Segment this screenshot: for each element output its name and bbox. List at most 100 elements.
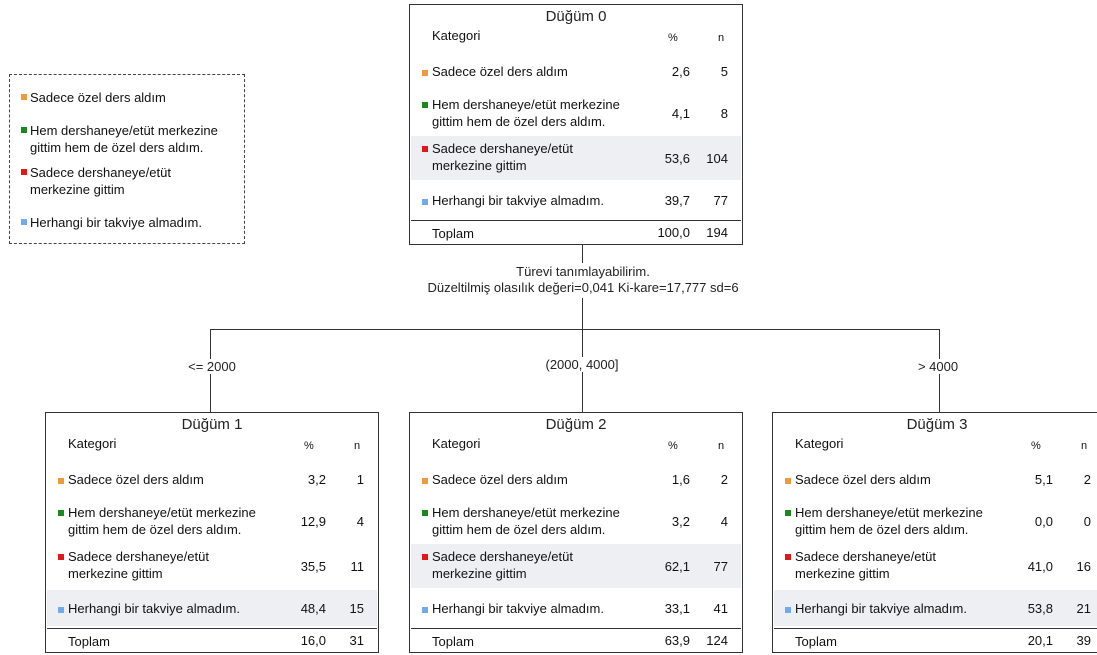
category-percent: 35,5 bbox=[300, 559, 326, 574]
node-2: Düğüm 2 Kategori% n Sadece özel ders aldım 1… bbox=[409, 412, 743, 653]
category-count: 104 bbox=[706, 151, 728, 166]
category-label-line1: Sadece özel ders aldım bbox=[432, 64, 568, 79]
orange-square-icon bbox=[21, 94, 27, 100]
column-header-n: n bbox=[354, 440, 361, 452]
split-predictor: Türevi tanımlayabilirim. bbox=[516, 264, 650, 279]
category-percent: 39,7 bbox=[664, 193, 690, 208]
node-title: Düğüm 0 bbox=[545, 8, 607, 25]
category-label: Hem dershaneye/etüt merkezine gittim hem … bbox=[795, 504, 983, 538]
blue-square-icon bbox=[58, 607, 64, 613]
total-row: Toplam 20,1 39 bbox=[774, 629, 1097, 652]
green-square-icon bbox=[785, 510, 791, 516]
total-count: 31 bbox=[349, 633, 364, 648]
category-label-line1: Hem dershaneye/etüt merkezine bbox=[432, 505, 620, 520]
category-label-line2: merkezine gittim bbox=[432, 158, 527, 173]
green-square-icon bbox=[21, 127, 27, 133]
category-count: 16 bbox=[1076, 559, 1091, 574]
node-1: Düğüm 1 Kategori% n Sadece özel ders aldım 3… bbox=[45, 412, 379, 653]
column-header-percent: % bbox=[668, 32, 678, 44]
orange-square-icon bbox=[422, 478, 428, 484]
category-row: Herhangi bir takviye almadım. 48,4 15 bbox=[47, 590, 377, 626]
category-row: Hem dershaneye/etüt merkezine gittim hem … bbox=[47, 501, 377, 541]
column-header-n: n bbox=[718, 440, 725, 452]
category-count: 77 bbox=[713, 193, 728, 208]
category-label: Herhangi bir takviye almadım. bbox=[795, 600, 967, 617]
red-square-icon bbox=[422, 554, 428, 560]
category-row: Sadece dershaneye/etüt merkezine gittim 62… bbox=[411, 544, 741, 588]
category-label-line1: Sadece dershaneye/etüt bbox=[432, 141, 573, 156]
category-count: 41 bbox=[713, 601, 728, 616]
green-square-icon bbox=[58, 510, 64, 516]
root-stem-bottom bbox=[582, 298, 583, 330]
category-row: Sadece dershaneye/etüt merkezine gittim 53… bbox=[411, 136, 741, 180]
legend-label-line2: gittim hem de özel ders aldım. bbox=[30, 140, 204, 155]
category-count: 15 bbox=[349, 601, 364, 616]
category-percent: 5,1 bbox=[1034, 472, 1053, 487]
category-row: Herhangi bir takviye almadım. 33,1 41 bbox=[411, 590, 741, 626]
column-header-category: Kategori bbox=[795, 436, 844, 451]
category-label: Herhangi bir takviye almadım. bbox=[68, 600, 240, 617]
category-label-line1: Hem dershaneye/etüt merkezine bbox=[68, 505, 256, 520]
category-percent: 48,4 bbox=[300, 601, 326, 616]
category-label: Herhangi bir takviye almadım. bbox=[432, 600, 604, 617]
category-row: Sadece özel ders aldım 1,6 2 bbox=[411, 463, 741, 496]
category-label: Sadece dershaneye/etüt merkezine gittim bbox=[432, 548, 573, 582]
column-header-n: n bbox=[718, 32, 725, 44]
category-row: Sadece dershaneye/etüt merkezine gittim 41… bbox=[774, 544, 1097, 588]
total-label: Toplam bbox=[795, 634, 837, 649]
category-label-line2: merkezine gittim bbox=[795, 566, 890, 581]
column-header-n: n bbox=[1081, 440, 1088, 452]
category-label-line1: Sadece özel ders aldım bbox=[432, 472, 568, 487]
split-description: Türevi tanımlayabilirim. Düzeltilmiş ola… bbox=[380, 264, 786, 296]
legend-box: Sadece özel ders aldım Hem dershaneye/et… bbox=[9, 74, 245, 244]
category-percent: 4,1 bbox=[671, 106, 690, 121]
column-header-percent: % bbox=[304, 440, 314, 452]
red-square-icon bbox=[58, 554, 64, 560]
branch-label-right: > 4000 bbox=[905, 359, 971, 374]
category-count: 21 bbox=[1076, 601, 1091, 616]
total-row: Toplam 100,0 194 bbox=[411, 221, 741, 244]
category-label-line1: Hem dershaneye/etüt merkezine bbox=[432, 97, 620, 112]
category-row: Herhangi bir takviye almadım. 39,7 77 bbox=[411, 182, 741, 218]
node-title: Düğüm 1 bbox=[181, 416, 243, 433]
total-count: 194 bbox=[706, 225, 728, 240]
category-label-line2: gittim hem de özel ders aldım. bbox=[432, 114, 606, 129]
category-percent: 0,0 bbox=[1034, 514, 1053, 529]
total-divider bbox=[774, 628, 1097, 629]
category-label-line2: merkezine gittim bbox=[432, 566, 527, 581]
column-header-category: Kategori bbox=[432, 28, 481, 43]
column-header-category: Kategori bbox=[432, 436, 481, 451]
category-label-line2: gittim hem de özel ders aldım. bbox=[432, 522, 606, 537]
category-row: Sadece özel ders aldım 2,6 5 bbox=[411, 55, 741, 88]
branch-label-mid: (2000, 4000] bbox=[530, 357, 634, 372]
column-header-category: Kategori bbox=[68, 436, 117, 451]
node-title: Düğüm 3 bbox=[906, 416, 968, 433]
category-count: 2 bbox=[720, 472, 728, 487]
category-count: 77 bbox=[713, 559, 728, 574]
legend-label-line2: merkezine gittim bbox=[30, 182, 125, 197]
category-count: 4 bbox=[356, 514, 364, 529]
horizontal-connector bbox=[210, 329, 940, 330]
legend-item-hem-dershane: Hem dershaneye/etüt merkezine gittim hem… bbox=[21, 122, 218, 156]
split-statistics: Düzeltilmiş olasılık değeri=0,041 Ki-kar… bbox=[427, 280, 739, 295]
category-percent: 1,6 bbox=[671, 472, 690, 487]
category-label: Sadece dershaneye/etüt merkezine gittim bbox=[795, 548, 936, 582]
category-label-line1: Sadece dershaneye/etüt bbox=[432, 549, 573, 564]
blue-square-icon bbox=[422, 199, 428, 205]
category-label: Sadece dershaneye/etüt merkezine gittim bbox=[68, 548, 209, 582]
orange-square-icon bbox=[58, 478, 64, 484]
total-label: Toplam bbox=[432, 226, 474, 241]
category-label-line1: Sadece özel ders aldım bbox=[68, 472, 204, 487]
category-percent: 62,1 bbox=[664, 559, 690, 574]
category-label-line1: Herhangi bir takviye almadım. bbox=[432, 193, 604, 208]
category-row: Hem dershaneye/etüt merkezine gittim hem … bbox=[411, 501, 741, 541]
category-label: Hem dershaneye/etüt merkezine gittim hem … bbox=[432, 504, 620, 538]
node-3: Düğüm 3 Kategori% n Sadece özel ders aldım 5… bbox=[772, 412, 1097, 653]
red-square-icon bbox=[422, 146, 428, 152]
category-percent: 53,8 bbox=[1027, 601, 1053, 616]
blue-square-icon bbox=[422, 607, 428, 613]
total-count: 124 bbox=[706, 633, 728, 648]
category-label: Sadece özel ders aldım bbox=[795, 471, 931, 488]
category-count: 4 bbox=[720, 514, 728, 529]
node-title: Düğüm 2 bbox=[545, 416, 607, 433]
